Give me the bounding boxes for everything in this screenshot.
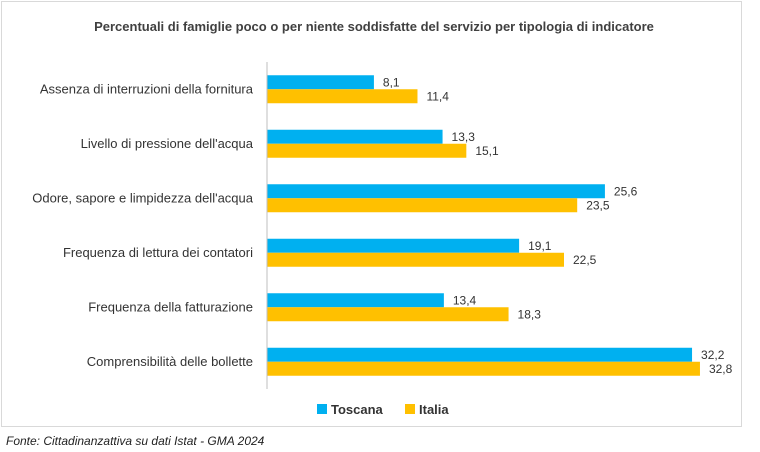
bar-italia-2 [267,198,578,213]
data-label: 23,5 [586,198,610,212]
bar-toscana-4 [267,293,444,308]
legend-swatch-italia [405,404,415,414]
plot-area: Assenza di interruzioni della fornitura 8… [32,62,733,389]
category-label: Livello di pressione dell'acqua [81,136,254,151]
chart-title: Percentuali di famiglie poco o per nient… [94,19,654,34]
bar-italia-4 [267,307,509,322]
data-label: 18,3 [518,307,542,321]
data-label: 32,2 [701,348,725,362]
bar-toscana-2 [267,184,605,199]
data-label: 32,8 [709,362,733,376]
category-label: Frequenza di lettura dei contatori [63,245,253,260]
legend: Toscana Italia [317,402,449,417]
category-label: Comprensibilità delle bollette [87,354,253,369]
category-label: Assenza di interruzioni della fornitura [40,81,254,96]
bar-toscana-1 [267,129,443,144]
data-label: 11,4 [426,89,449,103]
legend-label: Italia [419,402,449,417]
bar-toscana-3 [267,238,520,253]
category-label: Odore, sapore e limpidezza dell'acqua [32,190,253,205]
data-label: 22,5 [573,253,597,267]
bar-italia-0 [267,89,418,104]
bar-chart: Percentuali di famiglie poco o per nient… [32,19,733,417]
data-label: 25,6 [614,184,638,198]
bar-toscana-0 [267,75,374,90]
bar-toscana-5 [267,347,693,362]
legend-label: Toscana [331,402,384,417]
bar-italia-1 [267,143,467,158]
data-label: 15,1 [475,144,499,158]
data-label: 13,4 [453,293,477,307]
bar-italia-3 [267,252,564,267]
bar-italia-5 [267,361,700,376]
data-label: 19,1 [528,239,552,253]
legend-swatch-toscana [317,404,327,414]
category-label: Frequenza della fatturazione [88,299,253,314]
source-note: Fonte: Cittadinanzattiva su dati Istat -… [6,434,265,448]
chart-frame: Percentuali di famiglie poco o per nient… [1,1,742,427]
data-label: 13,3 [452,130,476,144]
data-label: 8,1 [383,75,400,89]
